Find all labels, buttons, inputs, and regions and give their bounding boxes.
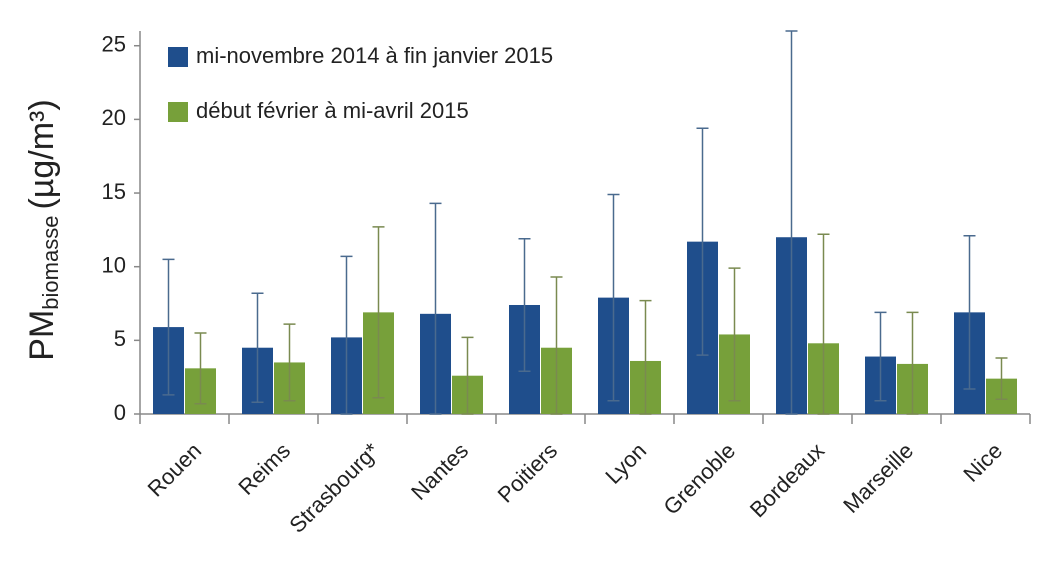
error-bar [162, 258, 175, 396]
x-tick-label: Poitiers [493, 438, 563, 508]
error-bar [874, 311, 887, 402]
x-tick-label: Lyon [600, 438, 651, 489]
error-bar [817, 233, 830, 415]
legend-swatch [168, 102, 188, 122]
error-bar [607, 193, 620, 402]
y-tick-label: 10 [102, 253, 126, 278]
error-bar [429, 202, 442, 415]
y-tick-label: 20 [102, 105, 126, 130]
legend-label: début février à mi-avril 2015 [196, 98, 469, 123]
error-bar [906, 311, 919, 415]
y-tick-label: 5 [114, 326, 126, 351]
x-tick-label: Marseille [838, 438, 918, 518]
x-tick-label: Nantes [406, 438, 473, 505]
x-tick-label: Bordeaux [745, 438, 829, 522]
x-tick-label: Nice [958, 438, 1007, 487]
error-bar [550, 276, 563, 415]
error-bar [995, 357, 1008, 401]
y-tick-label: 0 [114, 400, 126, 425]
error-bar [518, 237, 531, 373]
error-bar [372, 226, 385, 399]
error-bar [283, 323, 296, 402]
error-bar [963, 235, 976, 390]
x-tick-label: Reims [233, 438, 295, 500]
x-tick-label: Strasbourg* [284, 438, 384, 538]
error-bar [340, 255, 353, 415]
legend-swatch [168, 47, 188, 67]
error-bar [728, 267, 741, 402]
y-label-unit: (µg/m³) [23, 99, 61, 209]
y-axis-label: PMbiomasse (µg/m³) [23, 99, 63, 360]
error-bar [461, 336, 474, 415]
error-bar [696, 127, 709, 356]
legend-label: mi-novembre 2014 à fin janvier 2015 [196, 43, 553, 68]
x-tick-label: Grenoble [658, 438, 740, 520]
error-bar [194, 332, 207, 405]
error-bar [785, 30, 798, 415]
y-tick-label: 15 [102, 179, 126, 204]
y-tick-label: 25 [102, 32, 126, 57]
x-tick-label: Rouen [143, 438, 207, 502]
y-label-subscript: biomasse [38, 216, 63, 310]
error-bar [251, 292, 264, 403]
error-bar [639, 299, 652, 415]
y-label-base: PM [23, 310, 61, 361]
